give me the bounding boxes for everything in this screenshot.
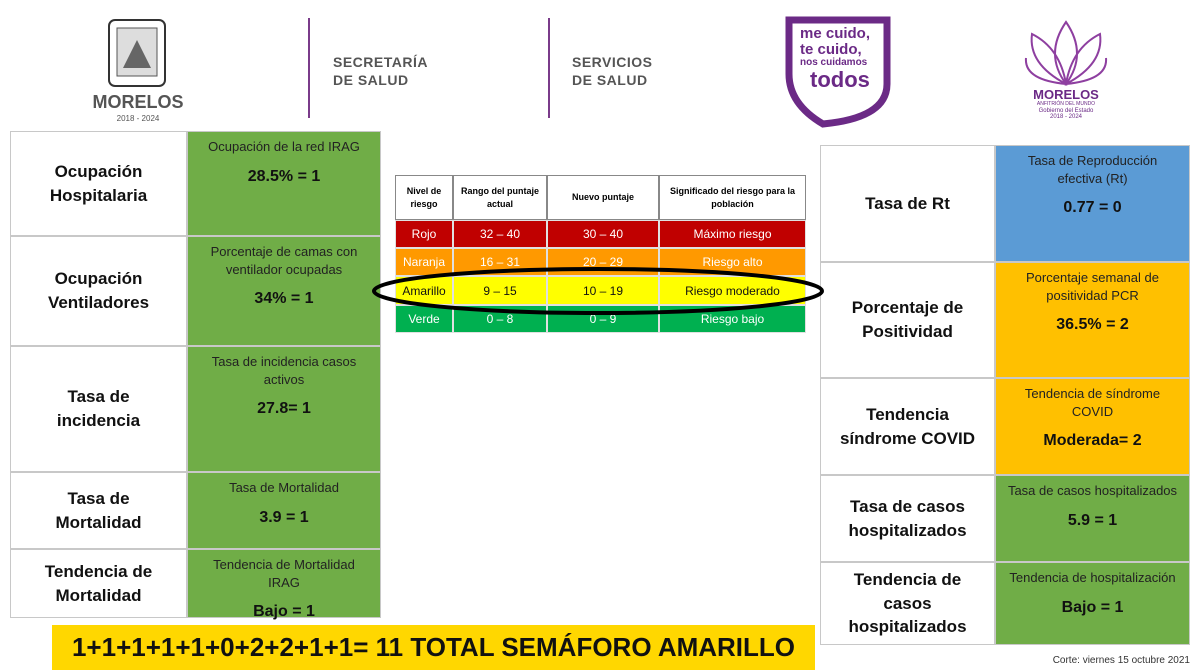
row-label: Tendencia de Mortalidad [10, 549, 187, 618]
row-label: Tasa de incidencia [10, 346, 187, 472]
campaign: me cuido, te cuido, nos cuidamos todos [800, 26, 870, 91]
indicator-value: 36.5% = 2 [1056, 316, 1129, 334]
servicios: SERVICIOS DE SALUD [572, 54, 653, 89]
row-label: Ocupación Hospitalaria [10, 131, 187, 236]
risk-cell: Naranja [395, 248, 453, 276]
indicator-cell: Tasa de Mortalidad 3.9 = 1 [187, 472, 381, 549]
indicator-name: Tasa de Mortalidad [229, 480, 339, 495]
indicator-value: 27.8= 1 [257, 400, 311, 418]
indicator-name: Tendencia de hospitalización [1009, 570, 1176, 585]
row-label: Porcentaje de Positividad [820, 262, 995, 378]
indicator-name: Tasa de Reproducción efectiva (Rt) [1027, 153, 1158, 186]
cutoff-date: Corte: viernes 15 octubre 2021 [1052, 655, 1190, 666]
text: DE SALUD [333, 71, 409, 88]
risk-cell: 30 – 40 [547, 220, 659, 248]
risk-cell: 32 – 40 [453, 220, 547, 248]
indicator-name: Porcentaje de camas con ventilador ocupa… [210, 244, 358, 277]
coat-of-arms [108, 19, 166, 87]
lotus-logo [1024, 20, 1108, 86]
column-header: Nivel de riesgo [395, 175, 453, 220]
indicator-cell: Porcentaje semanal de positividad PCR 36.… [995, 262, 1190, 378]
indicator-cell: Tasa de Reproducción efectiva (Rt) 0.77 =… [995, 145, 1190, 262]
risk-cell: Máximo riesgo [659, 220, 806, 248]
government-logo: MORELOS ANFITRIÓN DEL MUNDO Gobierno del… [1010, 87, 1122, 121]
indicator-cell: Tasa de incidencia casos activos 27.8= 1 [187, 346, 381, 472]
text: ANFITRIÓN DEL MUNDO [1036, 101, 1096, 108]
indicator-value: Moderada= 2 [1043, 432, 1142, 450]
indicator-value: Bajo = 1 [253, 603, 315, 621]
indicator-name: Tasa de casos hospitalizados [1007, 483, 1178, 498]
text: todos [810, 67, 870, 92]
text: Gobierno del Estado [1038, 107, 1094, 114]
state-years: 2018 - 2024 [116, 114, 160, 123]
indicator-value: 28.5% = 1 [247, 167, 321, 185]
indicator-name: Ocupación de la red IRAG [208, 139, 360, 154]
total-banner: 1+1+1+1+1+0+2+2+1+1= 11 TOTAL SEMÁFORO A… [52, 625, 815, 670]
indicator-name: Tendencia de Mortalidad IRAG [213, 557, 355, 590]
row-label: Tasa de Rt [820, 145, 995, 262]
divider [308, 18, 310, 118]
indicator-cell: Tendencia de Mortalidad IRAG Bajo = 1 [187, 549, 381, 620]
text: nos cuidamos [800, 56, 868, 68]
text: MORELOS [1033, 87, 1099, 102]
column-header: Significado del riesgo para la población [659, 175, 806, 220]
secretaria: SECRETARÍA DE SALUD [333, 54, 428, 89]
row-label: Tendencia síndrome COVID [820, 378, 995, 475]
divider [548, 18, 550, 118]
risk-cell: 9 – 15 [453, 276, 547, 305]
indicator-value: 5.9 = 1 [1067, 511, 1118, 529]
highlight-ellipse [372, 267, 824, 315]
indicator-name: Porcentaje semanal de positividad PCR [1026, 270, 1159, 303]
indicator-value: Bajo = 1 [1061, 598, 1124, 616]
text: SERVICIOS [572, 54, 653, 70]
text: 2018 - 2024 [1049, 114, 1083, 121]
row-label: Tasa de casos hospitalizados [820, 475, 995, 562]
risk-cell: Riesgo moderado [659, 276, 806, 305]
text: DE SALUD [572, 71, 648, 88]
indicator-value: 0.77 = 0 [1063, 199, 1122, 217]
row-label: Ocupación Ventiladores [10, 236, 187, 346]
state-name: MORELOS [92, 92, 184, 112]
text: SECRETARÍA [333, 54, 428, 70]
column-header: Nuevo puntaje [547, 175, 659, 220]
indicator-value: 34% = 1 [254, 290, 314, 308]
risk-cell: Rojo [395, 220, 453, 248]
text: me cuido, [800, 25, 871, 42]
indicator-cell: Tasa de casos hospitalizados 5.9 = 1 [995, 475, 1190, 562]
row-label: Tendencia de casos hospitalizados [820, 562, 995, 645]
row-label: Tasa de Mortalidad [10, 472, 187, 549]
indicator-name: Tendencia de síndrome COVID [1024, 386, 1161, 419]
risk-cell: 10 – 19 [547, 276, 659, 305]
column-header: Rango del puntaje actual [453, 175, 547, 220]
indicator-cell: Porcentaje de camas con ventilador ocupa… [187, 236, 381, 346]
indicator-cell: Tendencia de hospitalización Bajo = 1 [995, 562, 1190, 645]
text: te cuido, [800, 40, 862, 58]
indicator-value: 3.9 = 1 [259, 508, 309, 526]
indicator-name: Tasa de incidencia casos activos [211, 354, 357, 387]
risk-cell: 0 – 9 [547, 305, 659, 333]
indicator-cell: Tendencia de síndrome COVID Moderada= 2 [995, 378, 1190, 475]
indicator-cell: Ocupación de la red IRAG 28.5% = 1 [187, 131, 381, 236]
campaign-logo [785, 16, 891, 128]
